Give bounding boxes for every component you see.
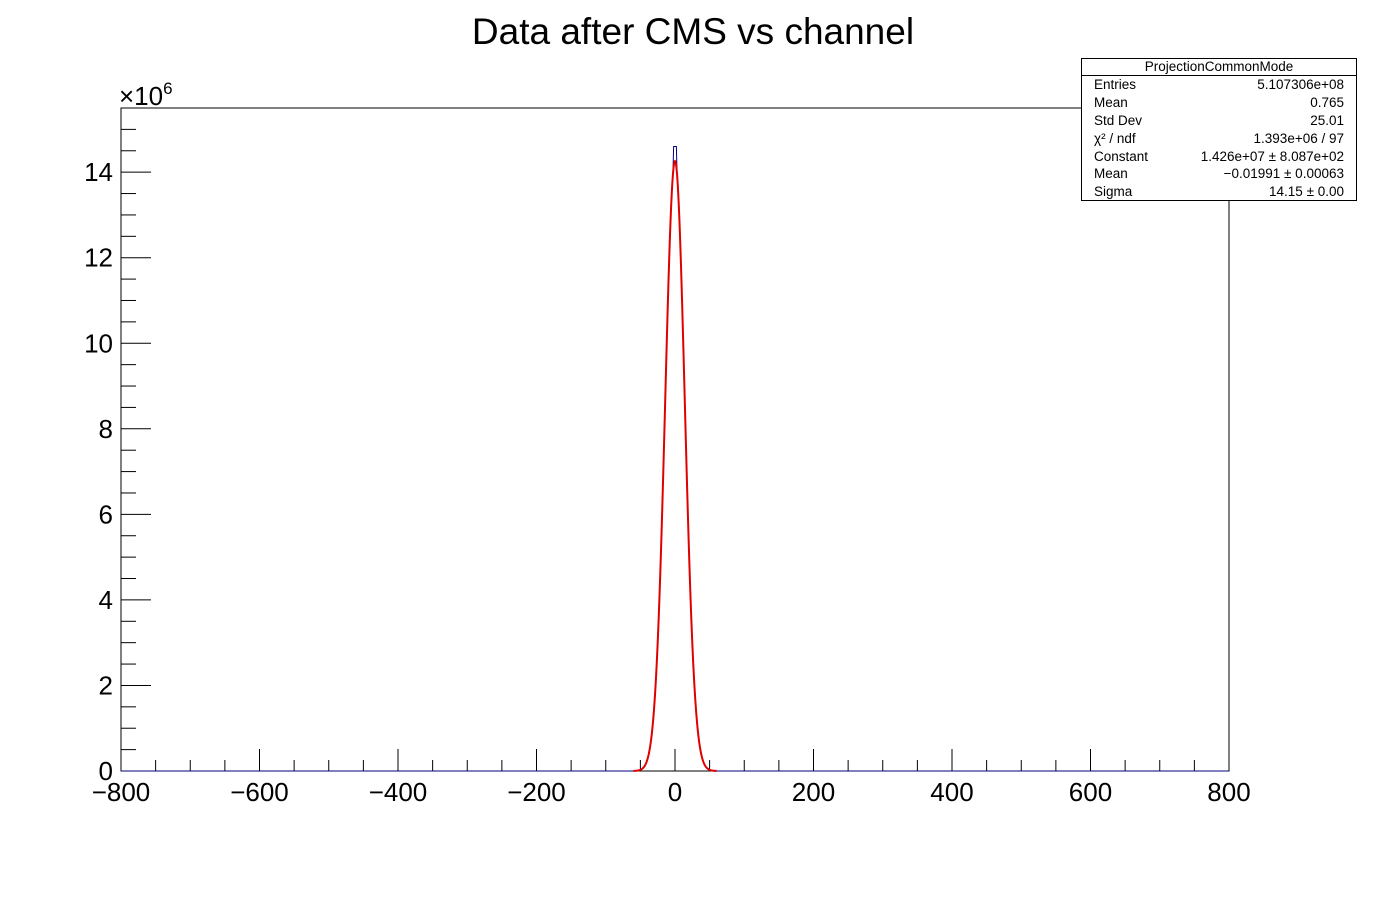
x-tick-label: 600 <box>1069 777 1112 807</box>
x-tick-label: −400 <box>369 777 428 807</box>
stats-value: 14.15 ± 0.00 <box>1269 184 1344 200</box>
stats-row: Sigma 14.15 ± 0.00 <box>1082 183 1356 201</box>
stats-box-title: ProjectionCommonMode <box>1082 59 1356 76</box>
stats-key: Mean <box>1094 166 1128 182</box>
y-tick-label: 8 <box>99 414 113 444</box>
x-tick-label: −800 <box>92 777 151 807</box>
stats-key: Std Dev <box>1094 112 1143 128</box>
y-tick-label: 2 <box>99 670 113 700</box>
stats-row: Constant 1.426e+07 ± 8.087e+02 <box>1082 148 1356 166</box>
histogram-series <box>121 146 1229 772</box>
x-tick-label: 800 <box>1207 777 1250 807</box>
y-tick-label: 4 <box>99 585 113 615</box>
gaussian-fit-curve <box>633 159 717 772</box>
y-axis: 0 2 4 6 8 10 12 14 <box>84 128 151 786</box>
stats-key: Entries <box>1094 77 1137 92</box>
stats-value: 25.01 <box>1310 112 1344 128</box>
stats-row: Mean −0.01991 ± 0.00063 <box>1082 165 1356 183</box>
y-tick-label: 14 <box>84 157 113 187</box>
y-multiplier: ×106 <box>119 79 173 111</box>
stats-row: Entries 5.107306e+08 <box>1082 76 1356 94</box>
y-tick-label: 10 <box>84 328 113 358</box>
stats-row: χ² / ndf 1.393e+06 / 97 <box>1082 130 1356 148</box>
x-tick-label: −600 <box>230 777 289 807</box>
stats-key: Mean <box>1094 94 1128 110</box>
stats-value: 1.393e+06 / 97 <box>1253 130 1344 146</box>
y-tick-label: 12 <box>84 243 113 273</box>
y-multiplier-exponent: 6 <box>163 79 172 98</box>
x-tick-label: 0 <box>668 777 682 807</box>
stats-key: Constant <box>1094 148 1149 164</box>
stats-row: Mean 0.765 <box>1082 94 1356 112</box>
stats-value: 5.107306e+08 <box>1257 77 1344 92</box>
stats-row: Std Dev 25.01 <box>1082 112 1356 130</box>
x-tick-label: 200 <box>792 777 835 807</box>
stats-value: 0.765 <box>1310 94 1344 110</box>
y-tick-label: 6 <box>99 499 113 529</box>
chart-title: Data after CMS vs channel <box>472 11 914 52</box>
plot-frame <box>120 107 1230 772</box>
stats-box: ProjectionCommonMode Entries 5.107306e+08… <box>1081 58 1357 201</box>
y-tick-label: 0 <box>99 756 113 786</box>
y-multiplier-base: ×10 <box>119 81 163 111</box>
stats-key: Sigma <box>1094 184 1133 200</box>
stats-value: 1.426e+07 ± 8.087e+02 <box>1200 148 1344 164</box>
x-axis: −800 −600 −400 −200 0 200 400 600 800 <box>92 749 1251 807</box>
x-tick-label: −200 <box>507 777 566 807</box>
x-tick-label: 400 <box>930 777 973 807</box>
stats-value: −0.01991 ± 0.00063 <box>1223 166 1344 182</box>
stats-key: χ² / ndf <box>1094 130 1136 146</box>
